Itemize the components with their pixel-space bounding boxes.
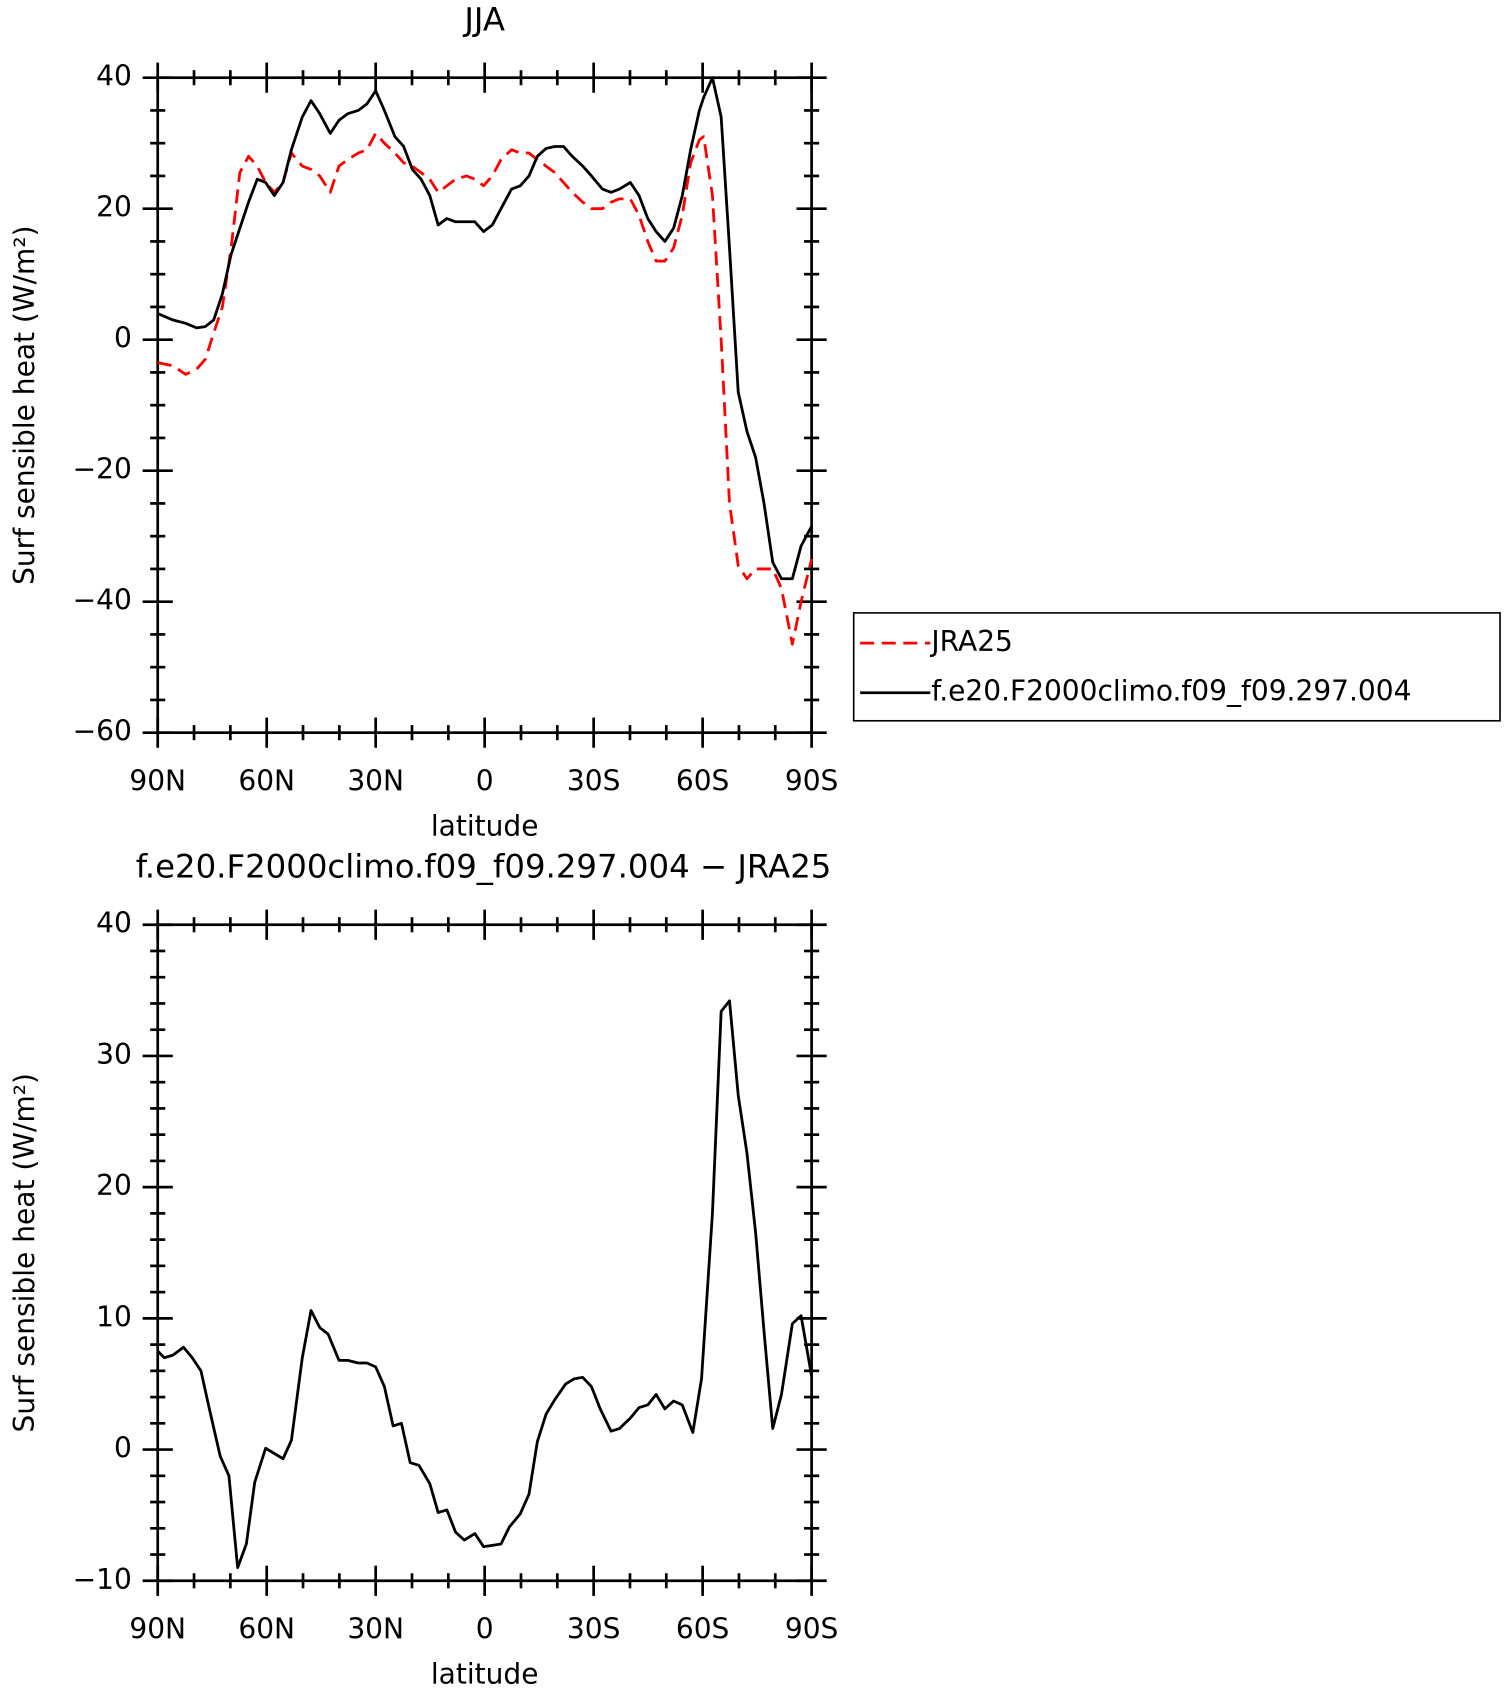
- x-tick-label: 60S: [676, 764, 730, 797]
- y-tick-label: −60: [73, 715, 132, 748]
- x-tick-label: 90S: [785, 764, 839, 797]
- y-tick-label: 40: [96, 60, 132, 93]
- legend-label: JRA25: [929, 625, 1013, 658]
- legend-box: [852, 612, 1501, 722]
- data-line: [157, 76, 813, 581]
- legend-label: f.e20.F2000climo.f09_f09.297.004: [931, 675, 1411, 708]
- chart-title: f.e20.F2000climo.f09_f09.297.004 − JRA25: [136, 848, 832, 886]
- x-tick-label: 90S: [785, 1612, 839, 1645]
- y-axis-label: Surf sensible heat (W/m²): [8, 225, 41, 584]
- y-tick-label: 20: [96, 191, 132, 224]
- x-tick-label: 60N: [238, 1612, 295, 1645]
- x-tick-label: 0: [476, 764, 494, 797]
- x-tick-label: 60S: [676, 1612, 730, 1645]
- y-tick-label: −10: [73, 1563, 132, 1596]
- y-tick-label: −20: [73, 453, 132, 486]
- plot-frame: [156, 923, 813, 1583]
- x-tick-label: 30N: [347, 1612, 404, 1645]
- data-line: [156, 999, 813, 1570]
- y-axis-label: Surf sensible heat (W/m²): [8, 1073, 41, 1432]
- plot-frame: [156, 76, 813, 735]
- x-axis-label: latitude: [431, 1658, 539, 1691]
- x-tick-label: 60N: [238, 764, 295, 797]
- x-axis-label: latitude: [431, 810, 539, 843]
- data-line: [157, 131, 813, 646]
- x-tick-label: 30S: [567, 1612, 621, 1645]
- y-tick-label: 20: [96, 1169, 132, 1202]
- y-tick-label: 0: [114, 322, 132, 355]
- x-tick-label: 30S: [567, 764, 621, 797]
- y-tick-label: 30: [96, 1038, 132, 1071]
- x-tick-label: 90N: [129, 1612, 186, 1645]
- x-tick-label: 90N: [129, 764, 186, 797]
- y-tick-label: 0: [114, 1432, 132, 1465]
- x-tick-label: 30N: [347, 764, 404, 797]
- x-tick-label: 0: [476, 1612, 494, 1645]
- y-tick-label: 10: [96, 1300, 132, 1333]
- chart-title: JJA: [462, 1, 505, 39]
- y-tick-label: −40: [73, 584, 132, 617]
- y-tick-label: 40: [96, 907, 132, 940]
